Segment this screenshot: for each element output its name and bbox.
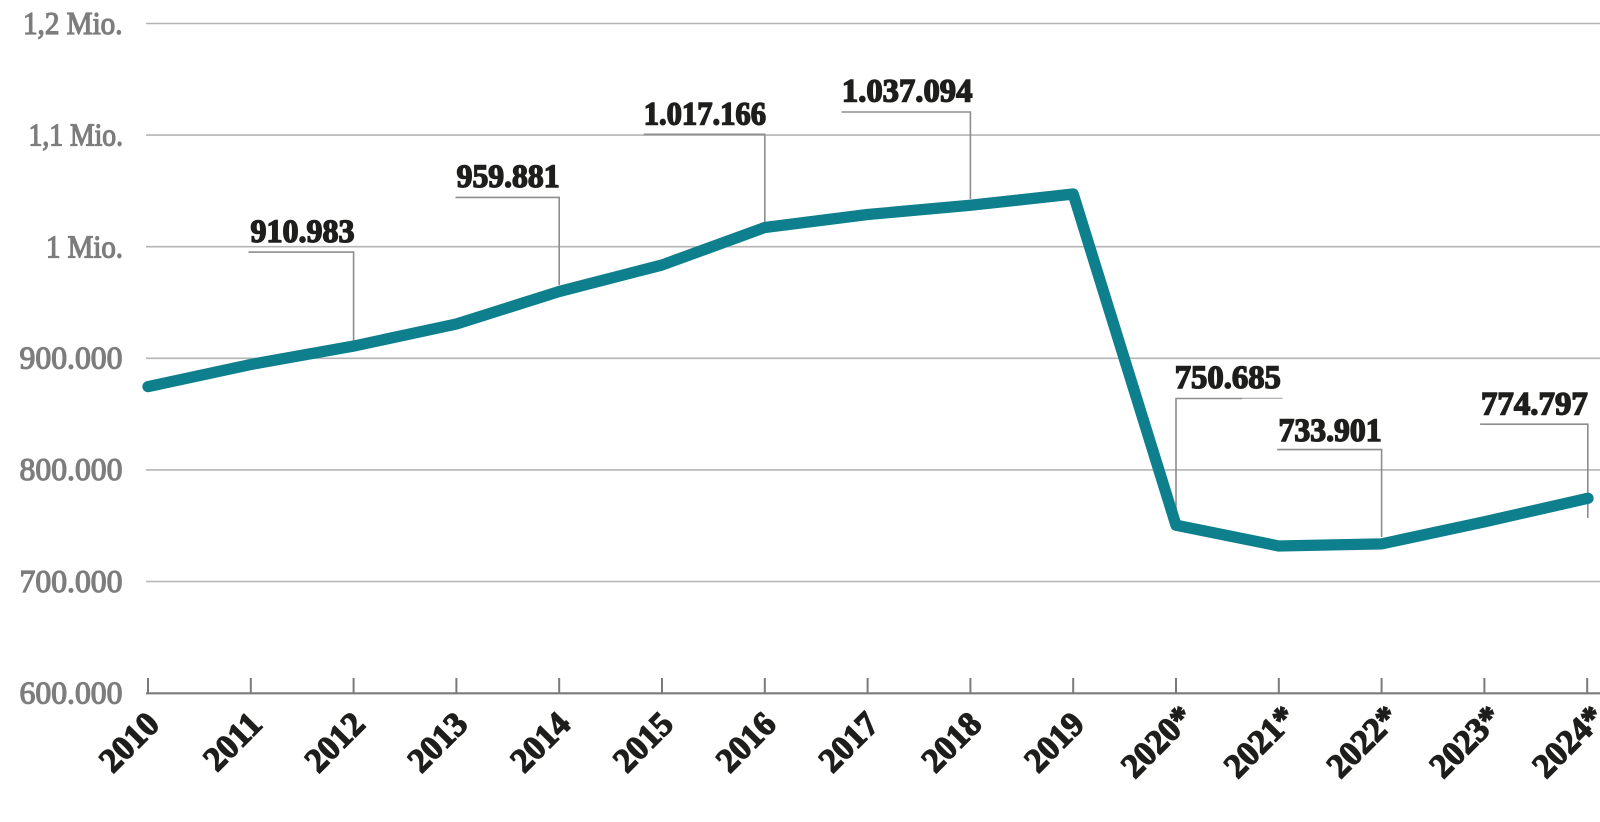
- svg-text:959.881: 959.881: [457, 159, 560, 195]
- svg-text:800.000: 800.000: [20, 451, 123, 487]
- svg-text:2019: 2019: [1018, 705, 1092, 779]
- svg-text:1.017.166: 1.017.166: [644, 97, 766, 133]
- svg-text:750.685: 750.685: [1175, 360, 1281, 396]
- svg-text:2024*: 2024*: [1526, 699, 1600, 785]
- svg-text:700.000: 700.000: [20, 563, 123, 599]
- svg-text:2014: 2014: [504, 705, 578, 779]
- svg-text:1,2 Mio.: 1,2 Mio.: [23, 5, 123, 41]
- svg-text:2018: 2018: [915, 705, 989, 779]
- svg-text:600.000: 600.000: [20, 674, 123, 710]
- svg-text:2015: 2015: [606, 705, 680, 779]
- svg-text:2012: 2012: [298, 705, 372, 779]
- svg-text:1.037.094: 1.037.094: [842, 74, 973, 110]
- svg-text:2013: 2013: [401, 705, 475, 779]
- svg-text:2010: 2010: [92, 705, 166, 779]
- svg-text:2020*: 2020*: [1114, 699, 1200, 785]
- svg-text:910.983: 910.983: [251, 214, 355, 250]
- svg-text:900.000: 900.000: [20, 340, 123, 376]
- svg-text:2011: 2011: [197, 705, 270, 778]
- svg-text:1 Mio.: 1 Mio.: [46, 229, 123, 265]
- svg-text:2021*: 2021*: [1217, 699, 1303, 785]
- svg-text:733.901: 733.901: [1279, 413, 1382, 449]
- svg-text:774.797: 774.797: [1481, 387, 1588, 423]
- svg-text:2017: 2017: [812, 705, 886, 779]
- svg-text:2016: 2016: [709, 705, 783, 779]
- svg-text:2023*: 2023*: [1423, 699, 1509, 785]
- svg-text:2022*: 2022*: [1320, 699, 1406, 785]
- svg-text:1,1 Mio.: 1,1 Mio.: [29, 116, 124, 152]
